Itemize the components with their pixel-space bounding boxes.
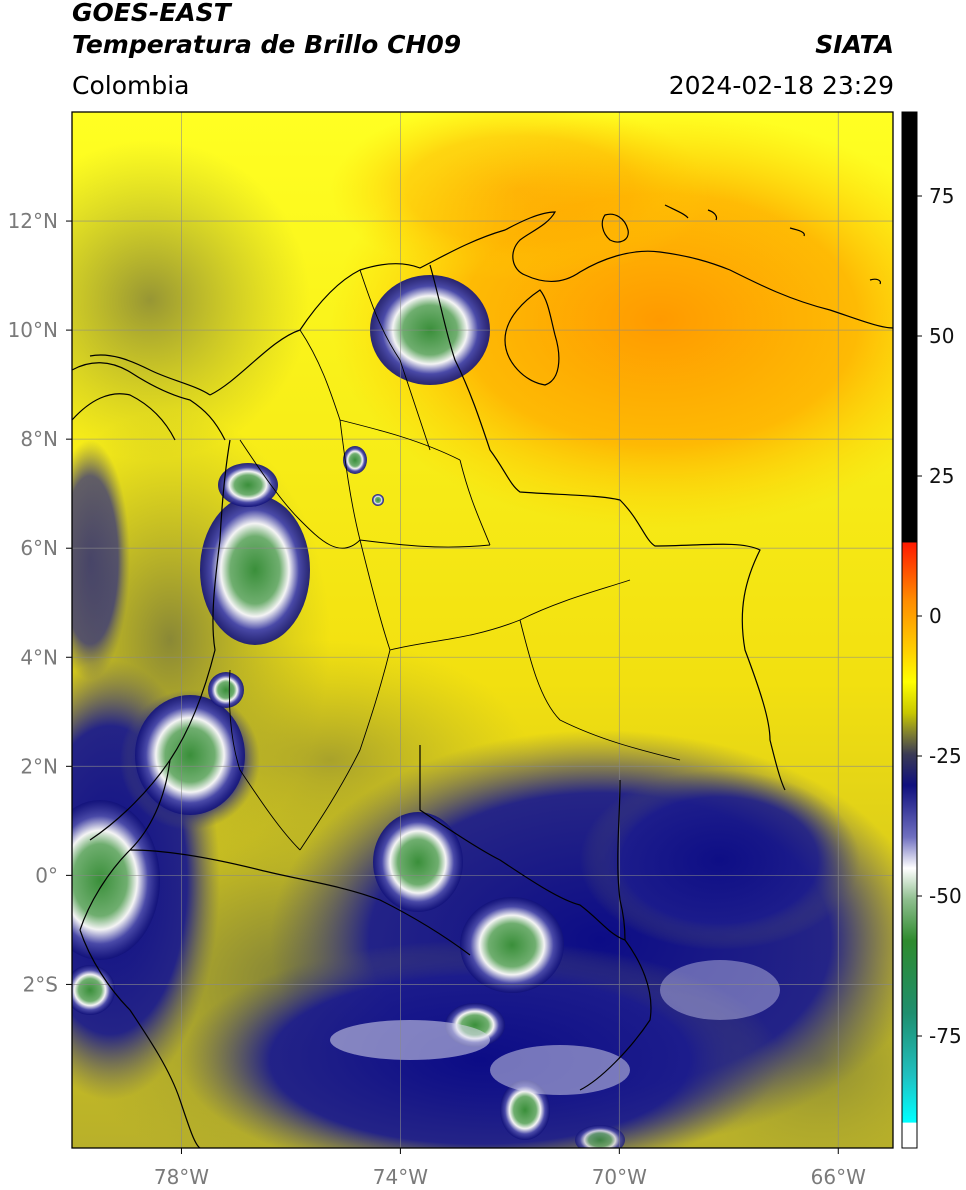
- lat-tick-label: 12°N: [8, 209, 58, 233]
- lat-tick-label: 10°N: [8, 318, 58, 342]
- map-grid: [72, 112, 893, 1148]
- lon-tick-label: 70°W: [592, 1165, 647, 1189]
- satellite-imagery: [72, 112, 893, 1148]
- lat-tick-label: 2°N: [20, 754, 58, 778]
- lon-tick-label: 78°W: [154, 1165, 209, 1189]
- colombia-venezuela-border: [429, 264, 786, 791]
- colorbar-tick-label: -25: [929, 744, 962, 768]
- longitude-labels: 78°W 74°W 70°W 66°W: [154, 1148, 866, 1189]
- agency-label: SIATA: [815, 30, 894, 59]
- coastlines-borders: [72, 204, 893, 1148]
- caribbean-coastline: [209, 211, 893, 396]
- panama-pacific-coast: [72, 393, 176, 441]
- lake-maracaibo: [504, 289, 560, 386]
- ecuador-border: [129, 849, 471, 956]
- lat-tick-label: 2°S: [23, 972, 58, 996]
- colorbar-tick-label: 0: [929, 604, 942, 628]
- colorbar-tick-label: 75: [929, 184, 954, 208]
- product-title: Temperatura de Brillo CH09: [72, 30, 462, 59]
- region-label: Colombia: [72, 71, 190, 100]
- colorbar-tick-label: 25: [929, 464, 954, 488]
- map-frame: [71, 111, 894, 1149]
- lon-tick-label: 66°W: [811, 1165, 866, 1189]
- caribbean-islands: [601, 204, 881, 285]
- colombia-south-border: [419, 744, 652, 1091]
- department-borders: [228, 269, 681, 851]
- latitude-labels: 12°N 10°N 8°N 6°N 4°N 2°N 0° 2°S: [8, 209, 72, 996]
- lat-tick-label: 4°N: [20, 645, 58, 669]
- colorbar: [901, 111, 918, 1149]
- pacific-coastline: [79, 354, 231, 1148]
- colorbar-tick-label: -50: [929, 884, 962, 908]
- timestamp-label: 2024-02-18 23:29: [668, 71, 894, 100]
- colorbar-ticks: 75 50 25 0 -25 -50 -75: [917, 184, 962, 1048]
- colorbar-tick-label: 50: [929, 324, 954, 348]
- lat-tick-label: 0°: [35, 863, 58, 887]
- panama-coast: [72, 362, 226, 441]
- lat-tick-label: 8°N: [20, 427, 58, 451]
- colorbar-tick-label: -75: [929, 1024, 962, 1048]
- lon-tick-label: 74°W: [373, 1165, 428, 1189]
- satellite-title: GOES-EAST: [72, 0, 231, 27]
- lat-tick-label: 6°N: [20, 536, 58, 560]
